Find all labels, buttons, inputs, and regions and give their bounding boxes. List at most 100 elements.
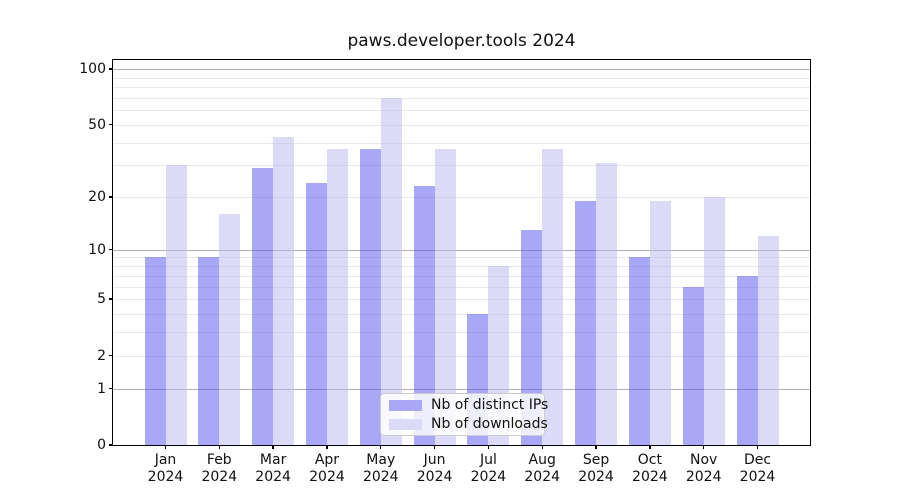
x-tick-mark (218, 445, 220, 449)
x-tick-mark (164, 445, 167, 449)
gridline-major (113, 249, 810, 251)
bar-distinct-ips (521, 230, 543, 445)
bar-downloads (596, 162, 618, 445)
gridline-minor (113, 97, 810, 99)
x-tick-label: Nov 2024 (669, 452, 739, 486)
x-tick-label: Jun 2024 (400, 452, 470, 486)
x-tick-year: 2024 (362, 469, 399, 485)
x-tick-label: Apr 2024 (292, 452, 362, 486)
y-tick-mark (109, 68, 113, 70)
x-tick-year: 2024 (470, 469, 507, 485)
bar-downloads (703, 197, 725, 445)
x-tick-mark (326, 445, 328, 449)
x-tick-label: Dec 2024 (723, 452, 793, 486)
x-tick-month: Apr (314, 452, 340, 468)
x-tick-month: Jun (423, 452, 446, 468)
x-tick-year: 2024 (255, 469, 291, 485)
x-tick-year: 2024 (201, 469, 238, 485)
x-tick-label: Oct 2024 (615, 452, 685, 486)
x-tick-year: 2024 (416, 469, 453, 485)
gridline-minor (113, 165, 810, 167)
x-tick-year: 2024 (147, 469, 184, 485)
bar-distinct-ips (252, 168, 274, 445)
x-tick-year: 2024 (739, 469, 776, 485)
gridline-major (113, 69, 810, 71)
y-tick-label: 50 (88, 116, 106, 133)
bar-distinct-ips (628, 257, 650, 445)
plot-area (112, 59, 811, 446)
x-tick-year: 2024 (309, 469, 345, 485)
legend-swatch-downloads (389, 418, 422, 430)
bar-downloads (542, 148, 564, 445)
x-tick-month: Aug (528, 452, 556, 468)
y-tick-mark (109, 249, 113, 251)
gridline-minor (113, 142, 810, 144)
x-tick-label: Jul 2024 (453, 452, 523, 486)
gridline-minor (113, 87, 810, 89)
x-tick-label: Mar 2024 (238, 452, 308, 486)
gridline-minor (113, 275, 810, 277)
x-tick-month: Dec (743, 452, 772, 468)
y-tick-mark (109, 354, 113, 357)
gridline-minor (113, 313, 810, 315)
legend-entry-distinct-ips: Nb of distinct IPs (389, 397, 548, 413)
x-tick-month: Nov (690, 452, 718, 468)
bar-downloads (757, 236, 779, 445)
y-tick-label: 100 (79, 61, 106, 78)
chart-title: paws.developer.tools 2024 (347, 31, 576, 51)
x-tick-year: 2024 (632, 469, 668, 485)
x-tick-month: Jan (154, 452, 177, 468)
x-tick-month: Sep (582, 452, 610, 468)
gridline-minor (113, 355, 810, 357)
x-tick-month: Oct (637, 452, 662, 468)
gridline-major (113, 388, 810, 390)
x-tick-mark (487, 445, 490, 449)
legend-label-distinct-ips: Nb of distinct IPs (431, 397, 549, 413)
x-tick-month: May (366, 452, 396, 468)
x-tick-mark (272, 445, 274, 449)
x-tick-year: 2024 (578, 469, 614, 485)
gridline-minor (113, 124, 810, 126)
bar-distinct-ips (359, 148, 381, 445)
gridline-minor (113, 299, 810, 301)
x-tick-month: Jul (479, 452, 497, 468)
bar-distinct-ips (144, 257, 166, 445)
gridline-minor (113, 332, 810, 334)
bar-distinct-ips (575, 201, 597, 445)
bar-downloads (273, 136, 295, 445)
y-tick-mark (109, 444, 113, 446)
y-tick-mark (109, 196, 113, 198)
x-tick-label: Sep 2024 (561, 452, 631, 486)
bar-distinct-ips (198, 257, 220, 445)
y-tick-mark (109, 387, 113, 390)
gridline-minor (113, 77, 810, 79)
bar-distinct-ips (305, 182, 327, 445)
bar-downloads (165, 165, 187, 445)
gridline-minor (113, 110, 810, 112)
legend-swatch-distinct-ips (389, 399, 422, 411)
gridline-minor (113, 197, 810, 199)
x-tick-mark (380, 445, 382, 449)
x-tick-label: May 2024 (346, 452, 416, 486)
legend: Nb of distinct IPs Nb of downloads (380, 393, 548, 436)
y-tick-mark (109, 124, 113, 126)
y-tick-label: 20 (88, 189, 106, 206)
gridline-minor (113, 266, 810, 268)
gridline-minor (113, 286, 810, 288)
y-tick-label: 0 (97, 437, 106, 453)
x-tick-mark (649, 445, 651, 449)
y-tick-label: 10 (88, 241, 106, 258)
x-tick-year: 2024 (524, 469, 561, 485)
bar-distinct-ips (682, 286, 704, 445)
bar-distinct-ips (413, 186, 435, 445)
x-tick-label: Jan 2024 (131, 452, 201, 486)
x-tick-label: Feb 2024 (184, 452, 254, 486)
y-tick-label: 1 (97, 380, 106, 397)
x-tick-label: Aug 2024 (507, 452, 577, 486)
x-tick-mark (756, 445, 759, 449)
bar-distinct-ips (736, 275, 758, 445)
bar-downloads (434, 148, 456, 445)
y-tick-label: 5 (97, 291, 106, 308)
bar-downloads (326, 148, 348, 445)
